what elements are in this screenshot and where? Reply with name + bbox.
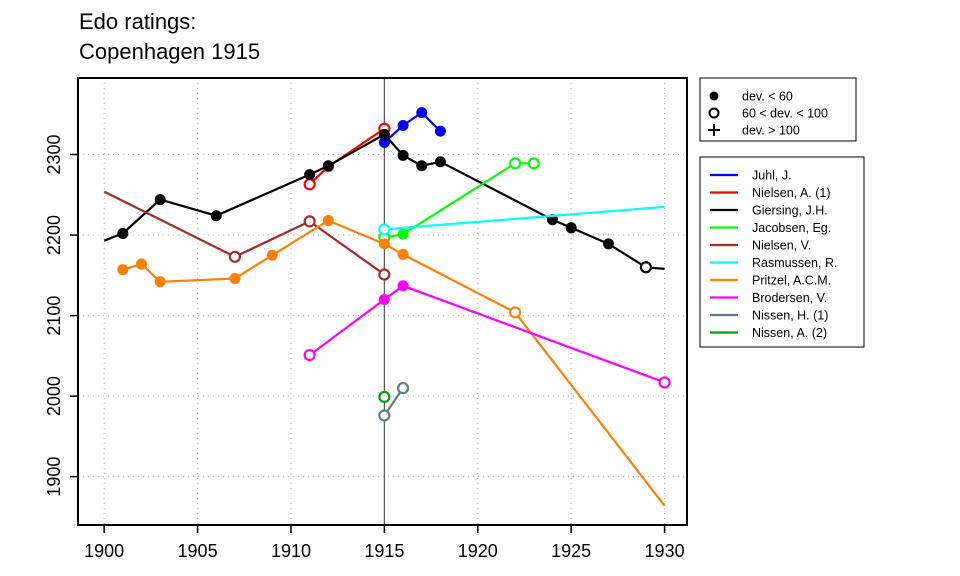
data-point: [546, 214, 558, 226]
y-tick-label: 2300: [44, 134, 64, 174]
marker-legend-label: 60 < dev. < 100: [742, 107, 828, 121]
series-giersing-j-h: [103, 128, 665, 274]
series-line: [383, 111, 442, 144]
series-legend: Juhl, J. Nielsen, A. (1) Giersing, J.H. Jac…: [699, 156, 865, 348]
legend-label-giersing-j-h: Giersing, J.H.: [752, 204, 828, 218]
x-tick-label: 1920: [458, 541, 498, 561]
open-circle-icon: [708, 107, 720, 119]
data-point: [639, 261, 653, 274]
data-point: [397, 120, 409, 132]
legend-label-nielsen-v: Nielsen, V.: [752, 239, 811, 253]
data-point: [229, 273, 241, 285]
chart-title-line-1: Edo ratings:: [79, 9, 196, 34]
data-point: [303, 215, 316, 228]
series-nissen-a-2: [378, 390, 391, 404]
x-tick-label: 1905: [178, 541, 218, 561]
data-point: [658, 376, 671, 389]
data-point: [397, 280, 409, 292]
data-point: [136, 258, 148, 270]
data-point: [154, 276, 166, 288]
data-point: [304, 169, 316, 181]
data-point: [527, 157, 540, 170]
data-point: [378, 409, 391, 422]
series-brodersen-v: [303, 280, 671, 389]
data-point: [378, 128, 390, 140]
series-pritzel-a-c-m: [117, 215, 666, 507]
data-point: [154, 194, 166, 206]
data-point: [303, 178, 316, 191]
data-point: [397, 248, 409, 260]
data-point: [565, 222, 577, 234]
series-jacobsen-eg: [378, 157, 540, 244]
data-point: [397, 149, 409, 161]
y-tick-label: 1900: [44, 457, 64, 497]
data-point: [416, 160, 428, 172]
data-point: [603, 238, 615, 250]
data-point: [396, 381, 410, 395]
legend-label-jacobsen-eg: Jacobsen, Eg.: [752, 221, 831, 235]
legend-label-rasmussen-r: Rasmussen, R.: [752, 256, 837, 270]
data-point: [416, 107, 428, 119]
data-point: [509, 306, 522, 319]
marker-legend-label: dev. > 100: [742, 124, 800, 138]
data-point: [322, 160, 334, 172]
x-tick-label: 1930: [645, 541, 685, 561]
filled-circle-icon: [709, 91, 719, 101]
series-nielsen-v: [103, 190, 391, 281]
series-rasmussen-r: [378, 205, 665, 236]
data-point: [378, 223, 391, 236]
data-point: [509, 157, 522, 170]
data-point: [434, 156, 446, 168]
series-line: [384, 205, 665, 231]
data-point: [210, 210, 222, 222]
series-line: [384, 162, 534, 239]
plot-area-frame: [77, 77, 688, 526]
x-tick-label: 1900: [84, 541, 124, 561]
legend-label-brodersen-v: Brodersen, V.: [752, 291, 827, 305]
marker-legend-label: dev. < 60: [742, 90, 793, 104]
series-nissen-h-1: [378, 381, 410, 422]
data-point: [266, 249, 278, 261]
data-point: [378, 238, 390, 250]
x-tick-label: 1910: [271, 541, 311, 561]
data-point: [117, 264, 129, 276]
axes: 1900 1905 1910 1915 1920 1925 1930 1900 2000 2100…: [44, 134, 685, 561]
data-point: [117, 227, 129, 239]
legend-label-nissen-a-2: Nissen, A. (2): [752, 326, 827, 340]
y-tick-label: 2000: [44, 376, 64, 416]
y-tick-label: 2100: [44, 296, 64, 336]
legend-label-pritzel-a-c-m: Pritzel, A.C.M.: [752, 274, 831, 288]
legend-label-nissen-h-1: Nissen, H. (1): [752, 309, 828, 323]
data-point: [434, 125, 446, 137]
series-juhl-j: [378, 107, 446, 148]
marker-legend-box: [699, 77, 857, 142]
data-point: [378, 390, 391, 404]
data-point: [228, 250, 242, 263]
legend-label-juhl-j: Juhl, J.: [752, 169, 792, 183]
series-legend-box: [699, 156, 865, 348]
data-point: [378, 268, 391, 281]
series-line: [122, 219, 666, 507]
data-point: [378, 293, 390, 305]
marker-legend: dev. < 60 60 < dev. < 100 dev. > 100: [699, 77, 857, 142]
y-tick-label: 2200: [44, 215, 64, 255]
legend-label-nielsen-a-1: Nielsen, A. (1): [752, 186, 831, 200]
x-tick-label: 1915: [364, 541, 404, 561]
series-line: [103, 190, 386, 276]
data-point: [397, 228, 409, 240]
x-tick-label: 1925: [551, 541, 591, 561]
data-point: [303, 348, 316, 362]
chart-title-line-2: Copenhagen 1915: [79, 39, 260, 64]
series-line: [308, 284, 665, 384]
data-point: [322, 215, 334, 227]
series-layer: [103, 107, 671, 507]
